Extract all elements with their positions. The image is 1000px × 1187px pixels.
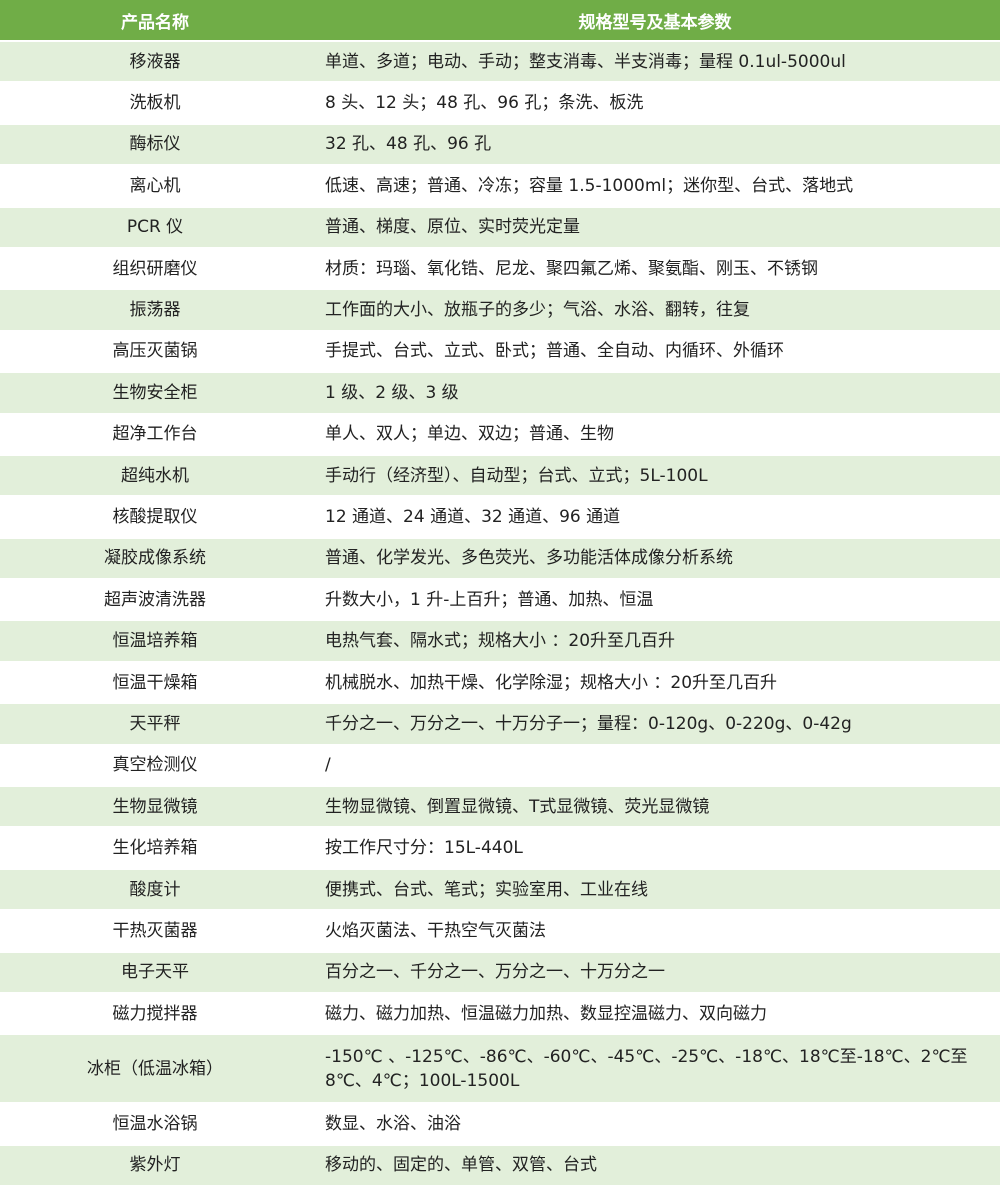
table-row: 恒温水浴锅 数显、水浴、油浴 — [0, 1102, 1000, 1145]
spec-cell: 百分之一、千分之一、万分之一、十万分之一 — [310, 950, 1000, 993]
table-row: 紫外灯 移动的、固定的、单管、双管、台式 — [0, 1143, 1000, 1186]
spec-cell: 材质：玛瑙、氧化锆、尼龙、聚四氟乙烯、聚氨酯、刚玉、不锈钢 — [310, 246, 1000, 290]
product-name-cell: 核酸提取仪 — [0, 495, 310, 538]
spec-cell: 12 通道、24 通道、32 通道、96 通道 — [310, 495, 1000, 538]
spec-cell: 手动行（经济型）、自动型；台式、立式；5L-100L — [310, 453, 1000, 497]
spec-cell: 普通、化学发光、多色荧光、多功能活体成像分析系统 — [310, 536, 1000, 580]
table-row: 恒温干燥箱 机械脱水、加热干燥、化学除湿；规格大小 ：20升至几百升 — [0, 660, 1000, 704]
table-header-row: 产品名称 规格型号及基本参数 — [0, 0, 1000, 41]
spec-cell: 32 孔、48 孔、96 孔 — [310, 122, 1000, 166]
spec-cell: 低速、高速；普通、冷冻；容量 1.5-1000ml；迷你型、台式、落地式 — [310, 164, 1000, 207]
table-row: 洗板机 8 头、12 头；48 孔、96 孔；条洗、板洗 — [0, 81, 1000, 124]
table-row: 超声波清洗器 升数大小，1 升-上百升；普通、加热、恒温 — [0, 578, 1000, 621]
spec-cell: 千分之一、万分之一、十万分子一；量程：0-120g、0-220g、0-42g — [310, 702, 1000, 745]
spec-cell: 电热气套、隔水式；规格大小 ：20升至几百升 — [310, 619, 1000, 662]
spec-cell: 机械脱水、加热干燥、化学除湿；规格大小 ：20升至几百升 — [310, 660, 1000, 704]
table-row: 移液器 单道、多道；电动、手动；整支消毒、半支消毒；量程 0.1ul-5000ul — [0, 39, 1000, 83]
product-name-cell: 洗板机 — [0, 81, 310, 124]
product-name-cell: 离心机 — [0, 164, 310, 207]
product-name-cell: 冰柜（低温冰箱） — [0, 1033, 310, 1104]
spec-cell: 移动的、固定的、单管、双管、台式 — [310, 1143, 1000, 1186]
product-name-cell: 酶标仪 — [0, 122, 310, 166]
spec-cell: 8 头、12 头；48 孔、96 孔；条洗、板洗 — [310, 81, 1000, 124]
product-name-cell: 振荡器 — [0, 288, 310, 331]
table-row: 酸度计 便携式、台式、笔式；实验室用、工业在线 — [0, 867, 1000, 911]
table-row: 冰柜（低温冰箱） -150℃ 、-125℃、-86℃、-60℃、-45℃、-25℃… — [0, 1033, 1000, 1104]
table-row: 离心机 低速、高速；普通、冷冻；容量 1.5-1000ml；迷你型、台式、落地式 — [0, 164, 1000, 207]
spec-cell: 按工作尺寸分：15L-440L — [310, 826, 1000, 869]
spec-cell: 普通、梯度、原位、实时荧光定量 — [310, 205, 1000, 248]
header-product-name: 产品名称 — [0, 0, 310, 41]
product-name-cell: 紫外灯 — [0, 1143, 310, 1186]
product-name-cell: PCR 仪 — [0, 205, 310, 248]
spec-cell: 工作面的大小、放瓶子的多少；气浴、水浴、翻转，往复 — [310, 288, 1000, 331]
product-name-cell: 干热灭菌器 — [0, 909, 310, 952]
product-name-cell: 天平秤 — [0, 702, 310, 745]
product-name-cell: 酸度计 — [0, 867, 310, 911]
table-row: 生化培养箱 按工作尺寸分：15L-440L — [0, 826, 1000, 869]
product-name-cell: 电子天平 — [0, 950, 310, 993]
table-row: 核酸提取仪 12 通道、24 通道、32 通道、96 通道 — [0, 495, 1000, 538]
product-name-cell: 恒温水浴锅 — [0, 1102, 310, 1145]
table-row: 凝胶成像系统 普通、化学发光、多色荧光、多功能活体成像分析系统 — [0, 536, 1000, 580]
spec-cell: / — [310, 743, 1000, 787]
product-name-cell: 生物显微镜 — [0, 785, 310, 828]
table-row: 恒温培养箱 电热气套、隔水式；规格大小 ：20升至几百升 — [0, 619, 1000, 662]
table-row: 振荡器 工作面的大小、放瓶子的多少；气浴、水浴、翻转，往复 — [0, 288, 1000, 331]
product-name-cell: 超纯水机 — [0, 453, 310, 497]
table-row: 酶标仪 32 孔、48 孔、96 孔 — [0, 122, 1000, 166]
table-row: 超纯水机 手动行（经济型）、自动型；台式、立式；5L-100L — [0, 453, 1000, 497]
product-name-cell: 真空检测仪 — [0, 743, 310, 787]
table-row: 组织研磨仪 材质：玛瑙、氧化锆、尼龙、聚四氟乙烯、聚氨酯、刚玉、不锈钢 — [0, 246, 1000, 290]
product-name-cell: 移液器 — [0, 39, 310, 83]
spec-cell: 火焰灭菌法、干热空气灭菌法 — [310, 909, 1000, 952]
spec-cell: 单道、多道；电动、手动；整支消毒、半支消毒；量程 0.1ul-5000ul — [310, 39, 1000, 83]
table-row: 生物显微镜 生物显微镜、倒置显微镜、T式显微镜、荧光显微镜 — [0, 785, 1000, 828]
product-name-cell: 超净工作台 — [0, 412, 310, 455]
spec-cell: 单人、双人；单边、双边；普通、生物 — [310, 412, 1000, 455]
table-row: 干热灭菌器 火焰灭菌法、干热空气灭菌法 — [0, 909, 1000, 952]
product-name-cell: 高压灭菌锅 — [0, 329, 310, 373]
table-row: 电子天平 百分之一、千分之一、万分之一、十万分之一 — [0, 950, 1000, 993]
product-name-cell: 组织研磨仪 — [0, 246, 310, 290]
table-row: PCR 仪普通、梯度、原位、实时荧光定量 — [0, 205, 1000, 248]
spec-cell: 便携式、台式、笔式；实验室用、工业在线 — [310, 867, 1000, 911]
spec-cell: 磁力、磁力加热、恒温磁力加热、数显控温磁力、双向磁力 — [310, 991, 1000, 1035]
spec-cell: 生物显微镜、倒置显微镜、T式显微镜、荧光显微镜 — [310, 785, 1000, 828]
product-name-cell: 磁力搅拌器 — [0, 991, 310, 1035]
product-name-cell: 生化培养箱 — [0, 826, 310, 869]
product-name-cell: 恒温培养箱 — [0, 619, 310, 662]
spec-cell: 升数大小，1 升-上百升；普通、加热、恒温 — [310, 578, 1000, 621]
table-row: 磁力搅拌器 磁力、磁力加热、恒温磁力加热、数显控温磁力、双向磁力 — [0, 991, 1000, 1035]
spec-cell: 数显、水浴、油浴 — [310, 1102, 1000, 1145]
table-row: 生物安全柜 1 级、2 级、3 级 — [0, 371, 1000, 414]
table-row: 真空检测仪 / — [0, 743, 1000, 787]
table-row: 天平秤 千分之一、万分之一、十万分子一；量程：0-120g、0-220g、0-42… — [0, 702, 1000, 745]
spec-cell: 1 级、2 级、3 级 — [310, 371, 1000, 414]
spec-cell: -150℃ 、-125℃、-86℃、-60℃、-45℃、-25℃、-18℃、18… — [310, 1033, 1000, 1104]
product-name-cell: 超声波清洗器 — [0, 578, 310, 621]
table-row: 高压灭菌锅 手提式、台式、立式、卧式；普通、全自动、内循环、外循环 — [0, 329, 1000, 373]
product-name-cell: 凝胶成像系统 — [0, 536, 310, 580]
spec-cell: 手提式、台式、立式、卧式；普通、全自动、内循环、外循环 — [310, 329, 1000, 373]
product-name-cell: 恒温干燥箱 — [0, 660, 310, 704]
header-spec: 规格型号及基本参数 — [310, 0, 1000, 41]
product-name-cell: 生物安全柜 — [0, 371, 310, 414]
table-row: 超净工作台 单人、双人；单边、双边；普通、生物 — [0, 412, 1000, 455]
